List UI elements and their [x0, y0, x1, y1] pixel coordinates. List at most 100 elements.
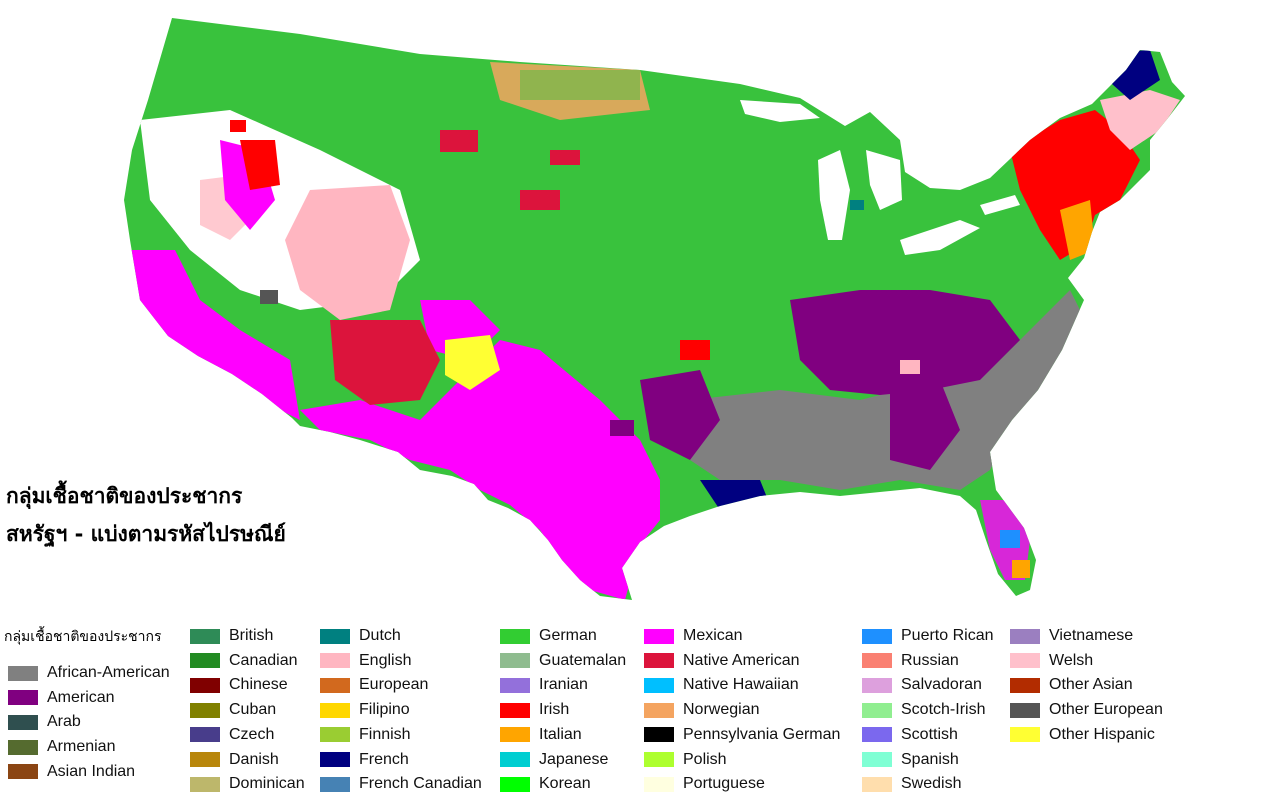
- legend-item: French: [320, 750, 409, 770]
- legend-swatch: [320, 752, 350, 767]
- legend-label: Canadian: [229, 651, 298, 669]
- legend-label: Other Hispanic: [1049, 725, 1155, 743]
- legend-swatch: [190, 776, 220, 792]
- legend-swatch: [862, 752, 892, 767]
- legend-label: Norwegian: [683, 701, 760, 719]
- legend-item: Puerto Rican: [862, 626, 994, 646]
- legend-item: Danish: [190, 750, 279, 770]
- legend-item: Other European: [1010, 700, 1163, 720]
- legend-item: Guatemalan: [500, 651, 626, 671]
- legend-item: Iranian: [500, 675, 588, 695]
- legend-swatch: [644, 677, 674, 693]
- legend-label: Finnish: [359, 725, 411, 743]
- legend-swatch: [862, 727, 892, 743]
- legend-label: Polish: [683, 750, 727, 768]
- legend-item: Polish: [644, 750, 727, 770]
- legend-item: Finnish: [320, 725, 411, 745]
- legend-label: Other European: [1049, 701, 1163, 719]
- legend-swatch: [190, 752, 220, 767]
- legend-swatch: [190, 628, 220, 644]
- legend-item: Spanish: [862, 750, 959, 770]
- legend-swatch: [320, 628, 350, 644]
- legend-item: Swedish: [862, 774, 961, 794]
- legend-swatch: [190, 702, 220, 718]
- legend-item: Canadian: [190, 651, 298, 671]
- legend-item: Chinese: [190, 675, 288, 695]
- legend-item: Pennsylvania German: [644, 725, 840, 745]
- legend-item: British: [190, 626, 273, 646]
- legend-label: Korean: [539, 775, 591, 793]
- legend-label: Cuban: [229, 701, 277, 719]
- legend-item: Armenian: [8, 737, 115, 757]
- legend-label: Native American: [683, 651, 800, 669]
- legend-swatch: [8, 714, 38, 730]
- legend-swatch: [320, 677, 350, 693]
- legend-label: Other Asian: [1049, 676, 1133, 694]
- map-title-line-1: กลุ่มเชื้อชาติของประชากร: [6, 484, 243, 508]
- legend-swatch: [8, 665, 38, 681]
- legend-item: Czech: [190, 725, 274, 745]
- legend-heading: กลุ่มเชื้อชาติของประชากร: [4, 629, 162, 645]
- legend-item: American: [8, 688, 115, 708]
- legend-label: Swedish: [901, 775, 962, 793]
- legend-label: Welsh: [1049, 651, 1094, 669]
- legend-swatch: [320, 702, 350, 718]
- legend-swatch: [8, 690, 38, 706]
- legend-label: European: [359, 676, 429, 694]
- legend-swatch: [190, 677, 220, 693]
- legend-swatch: [862, 776, 892, 792]
- great-lakes: [740, 100, 1020, 255]
- legend-label: French Canadian: [359, 775, 482, 793]
- legend-item: Portuguese: [644, 774, 765, 794]
- legend-label: American: [47, 688, 115, 706]
- legend-swatch: [500, 702, 530, 718]
- legend-swatch: [500, 752, 530, 767]
- legend-swatch: [1010, 628, 1040, 644]
- legend-swatch: [8, 764, 38, 780]
- legend-item: Arab: [8, 712, 81, 732]
- legend-label: Mexican: [683, 627, 743, 644]
- legend-swatch: [500, 727, 530, 743]
- legend-label: Spanish: [901, 750, 959, 768]
- legend-item: Salvadoran: [862, 675, 982, 695]
- legend-item: Other Hispanic: [1010, 725, 1155, 745]
- legend-label: Native Hawaiian: [683, 676, 799, 694]
- legend-swatch: [190, 727, 220, 743]
- legend-label: German: [539, 627, 597, 644]
- legend-swatch: [500, 776, 530, 792]
- legend-item: Japanese: [500, 750, 608, 770]
- legend-label: Japanese: [539, 750, 609, 768]
- legend-swatch: [862, 677, 892, 693]
- legend-swatch: [644, 727, 674, 743]
- legend-label: English: [359, 651, 412, 669]
- legend-label: Russian: [901, 651, 959, 669]
- legend-item: Dominican: [190, 774, 305, 794]
- legend-swatch: [320, 727, 350, 743]
- legend-label: Czech: [229, 725, 275, 743]
- legend-item: English: [320, 651, 411, 671]
- legend-swatch: [644, 776, 674, 792]
- legend-swatch: [644, 628, 674, 644]
- legend-swatch: [862, 653, 892, 669]
- legend-swatch: [862, 702, 892, 718]
- legend-item: Scotch-Irish: [862, 700, 985, 720]
- legend-label: Asian Indian: [47, 762, 136, 780]
- legend-label: Scotch-Irish: [901, 701, 986, 719]
- legend-label: Danish: [229, 750, 279, 768]
- legend-item: German: [500, 626, 597, 646]
- legend-item: Welsh: [1010, 651, 1093, 671]
- legend-swatch: [644, 653, 674, 669]
- legend-item: European: [320, 675, 428, 695]
- legend-item: Dutch: [320, 626, 401, 646]
- legend-swatch: [8, 739, 38, 755]
- legend-item: Korean: [500, 774, 591, 794]
- legend-swatch: [644, 752, 674, 767]
- legend-swatch: [1010, 727, 1040, 743]
- legend-label: African-American: [47, 664, 170, 681]
- legend-item: Native American: [644, 651, 800, 671]
- legend-label: Chinese: [229, 676, 288, 694]
- legend-label: French: [359, 750, 409, 768]
- legend-label: Armenian: [47, 738, 116, 756]
- legend-label: Dutch: [359, 627, 401, 644]
